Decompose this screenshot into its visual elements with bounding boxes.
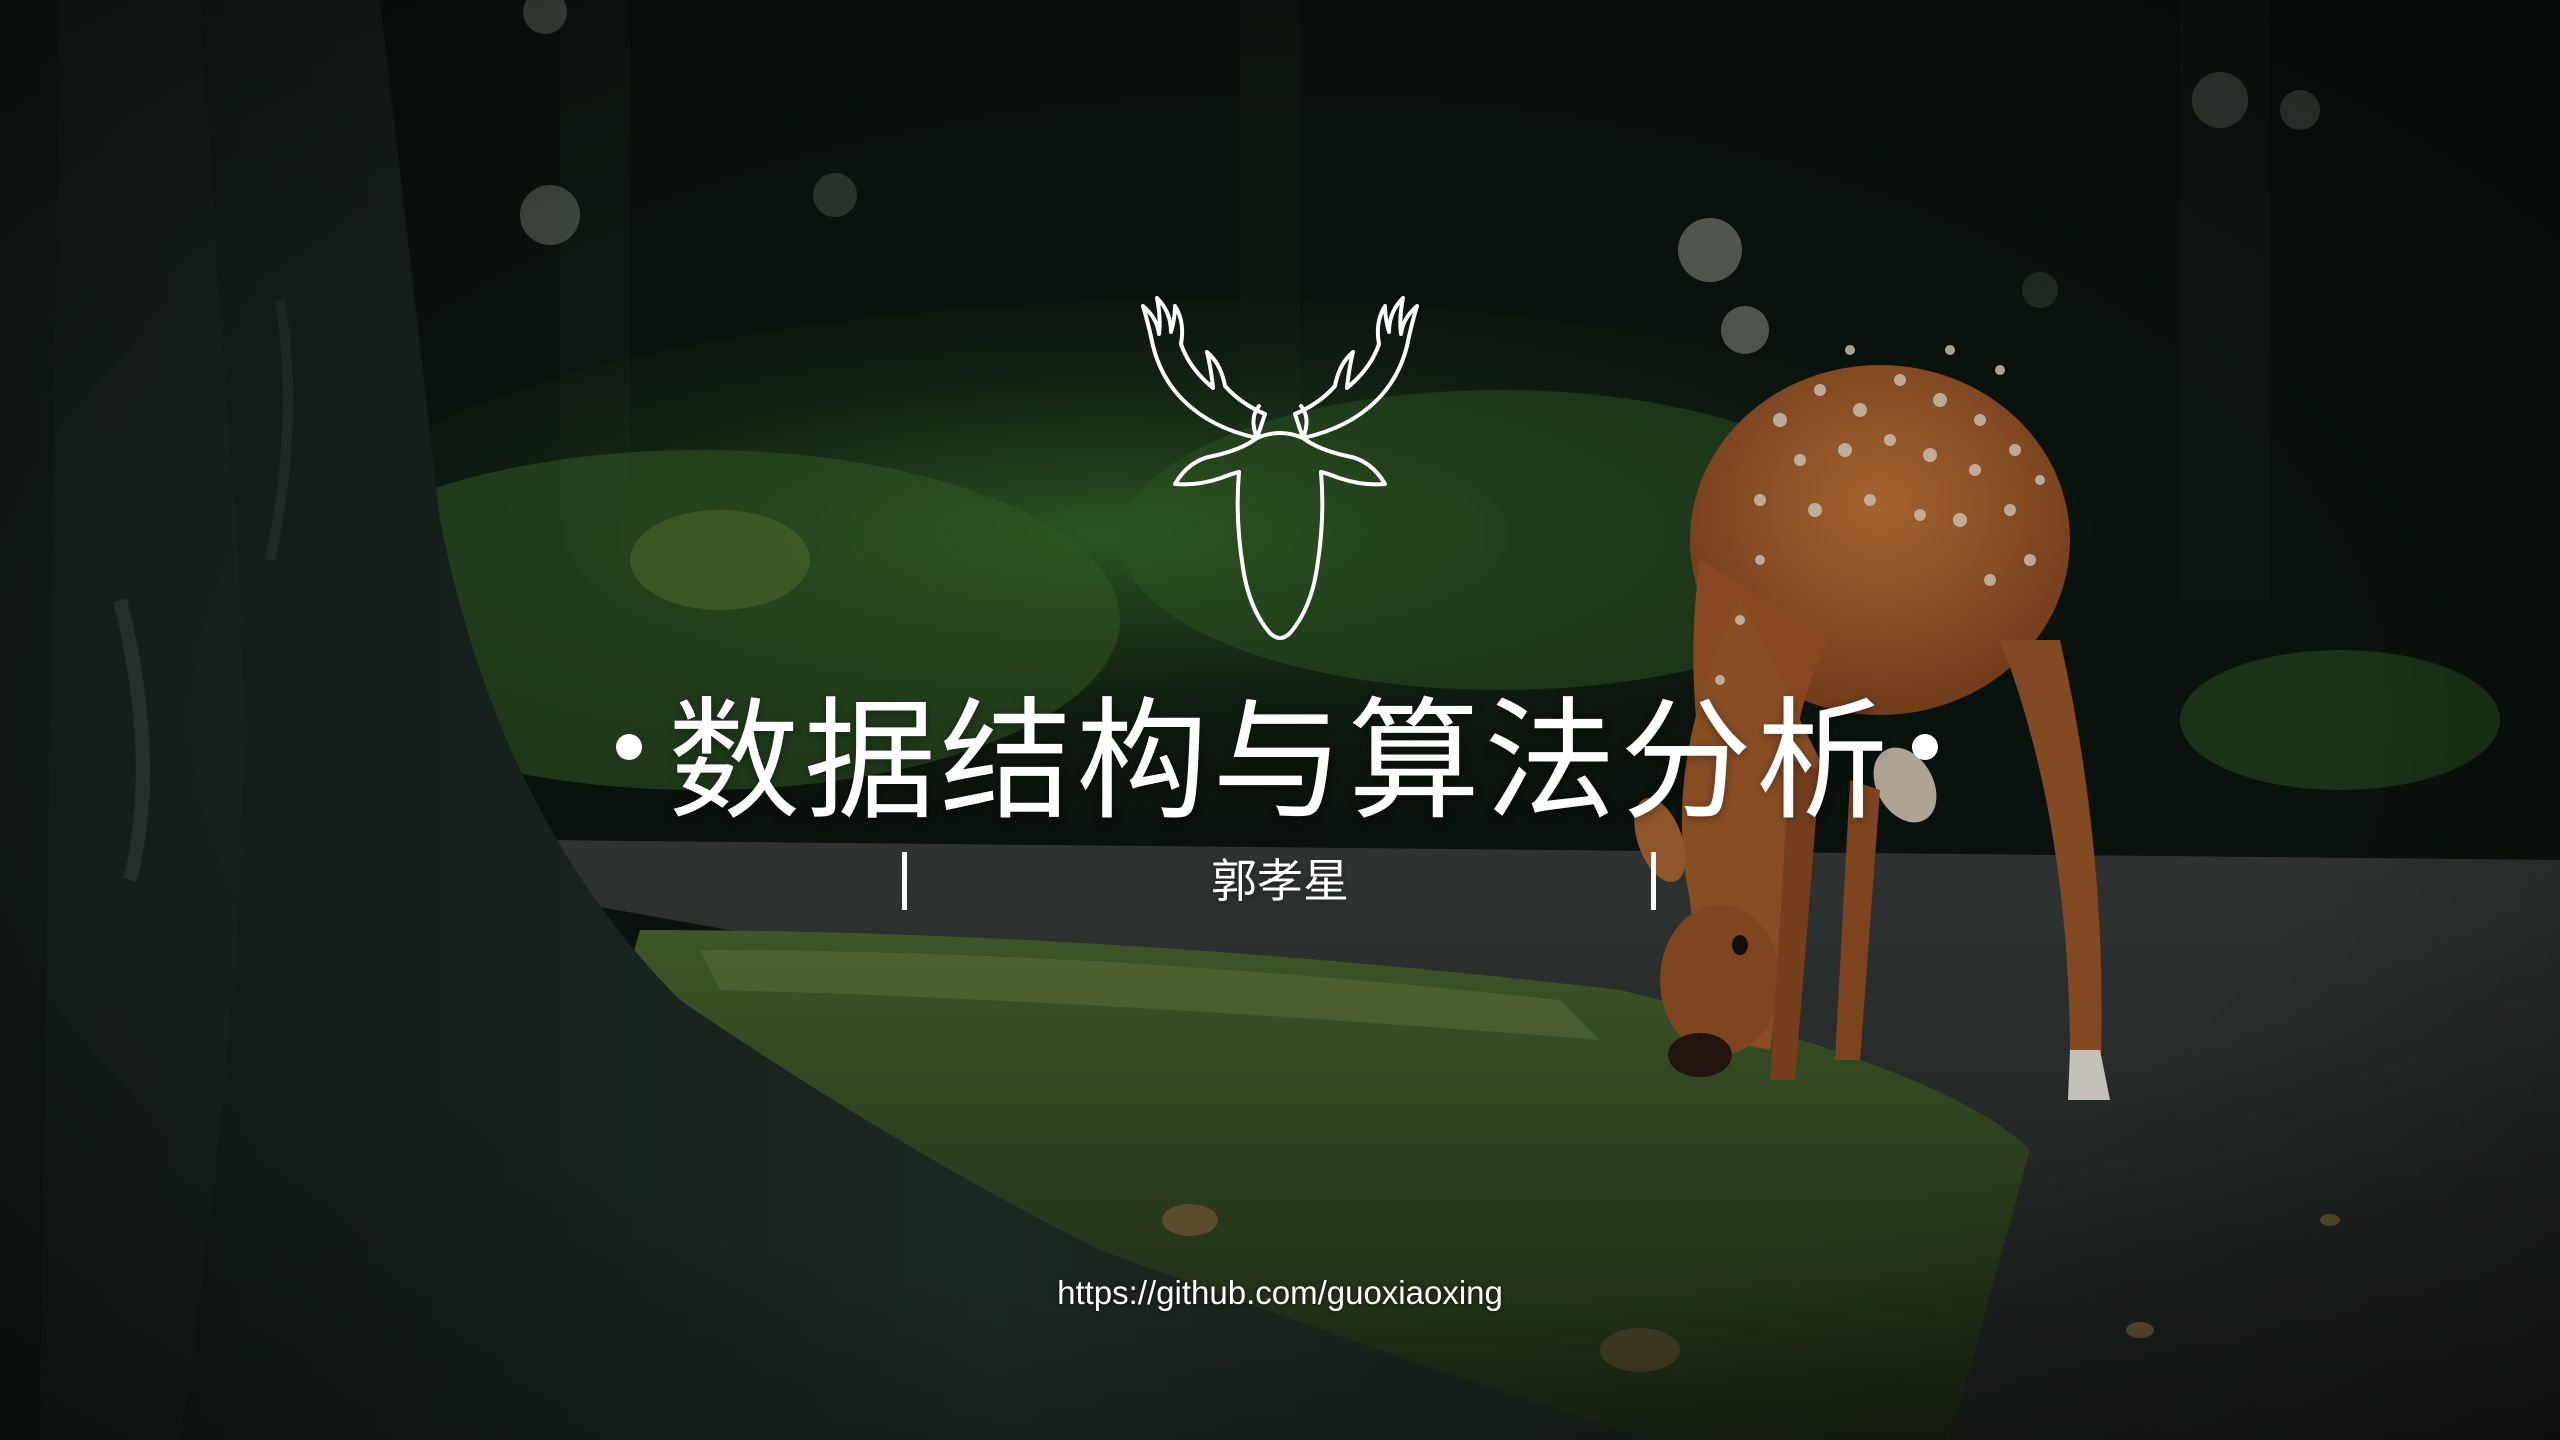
repo-link[interactable]: https://github.com/guoxiaoxing: [1057, 1274, 1503, 1311]
title-right-dot: [1912, 734, 1938, 760]
author-row: 郭孝星: [0, 846, 2560, 916]
title-left-dot: [616, 734, 642, 760]
author-name: 郭孝星: [1211, 854, 1349, 908]
author-left-bar: [902, 852, 907, 910]
page-title: 数据结构与算法分析: [668, 685, 1892, 839]
author-right-bar: [1651, 852, 1656, 910]
title-row: 数据结构与算法分析: [0, 682, 2560, 842]
deer-head-icon: [1141, 296, 1419, 640]
